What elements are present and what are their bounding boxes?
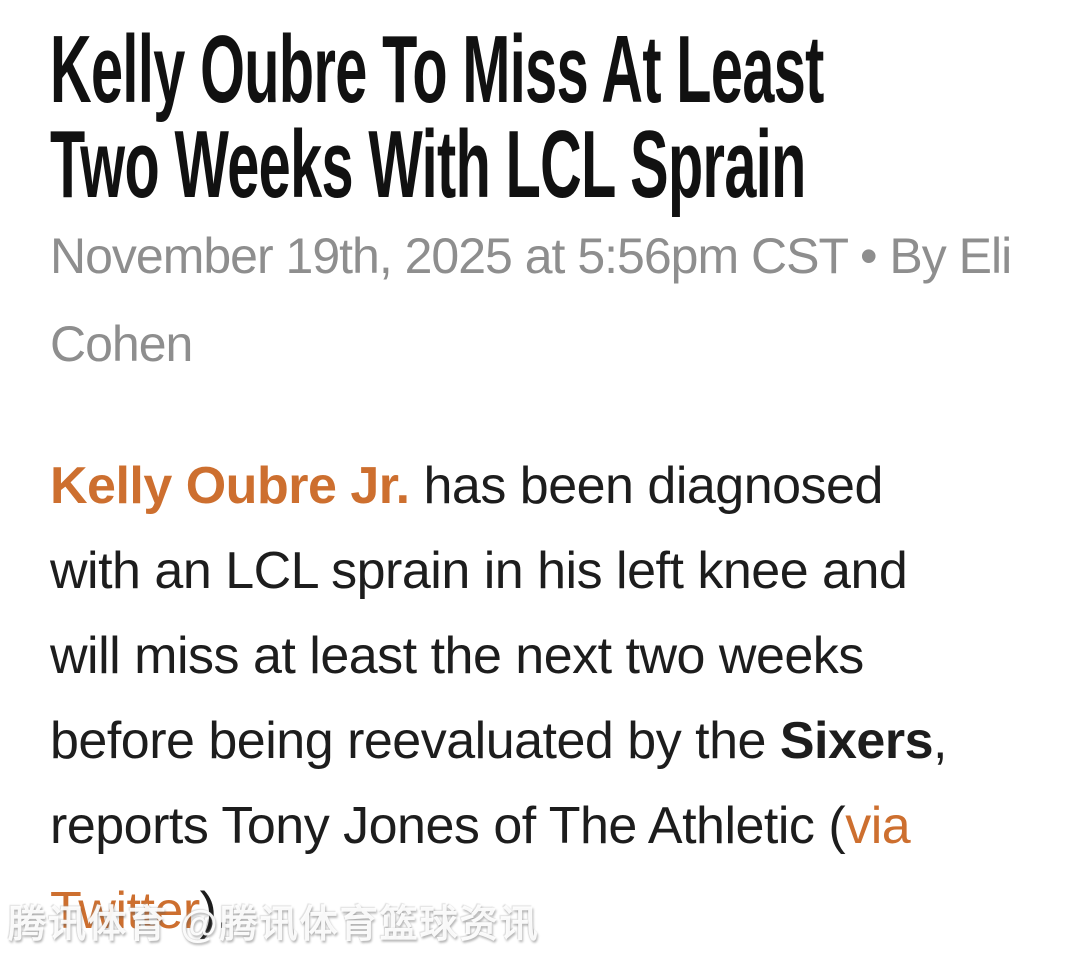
headline-line-2: Two Weeks With LCL Sprain — [50, 111, 806, 218]
body-text: will miss at least the next two weeks — [50, 627, 864, 685]
article-headline: Kelly Oubre To Miss At Least Two Weeks W… — [50, 16, 1080, 218]
body-text: ). — [199, 882, 231, 940]
body-text: has been diagnosed — [409, 457, 883, 515]
via-twitter-link[interactable]: Twitter — [50, 882, 200, 940]
body-text: with an LCL sprain in his left knee and — [50, 542, 908, 600]
via-twitter-link[interactable]: via — [845, 797, 911, 855]
headline-line-1: Kelly Oubre To Miss At Least — [50, 16, 824, 123]
body-text: before being reevaluated by the — [50, 712, 780, 770]
byline-author-line: Cohen — [50, 316, 193, 372]
body-text: reports Tony Jones of The Athletic ( — [50, 797, 846, 855]
paragraph-line: Twitter). — [50, 869, 947, 954]
paragraph-line: Kelly Oubre Jr. has been diagnosed — [50, 444, 947, 529]
article-byline: November 19th, 2025 at 5:56pm CST • By E… — [50, 212, 1012, 388]
body-text: , — [933, 712, 947, 770]
sixers-bold-text: Sixers — [779, 712, 934, 770]
article-paragraph: Kelly Oubre Jr. has been diagnosed with a… — [50, 444, 947, 954]
paragraph-line: will miss at least the next two weeks — [50, 614, 947, 699]
paragraph-line: reports Tony Jones of The Athletic (via — [50, 784, 947, 869]
kelly-oubre-jr-link[interactable]: Kelly Oubre Jr. — [50, 457, 410, 515]
paragraph-line: with an LCL sprain in his left knee and — [50, 529, 947, 614]
byline-line-1: November 19th, 2025 at 5:56pm CST • By E… — [50, 228, 1012, 284]
paragraph-line: before being reevaluated by the Sixers, — [50, 699, 947, 784]
